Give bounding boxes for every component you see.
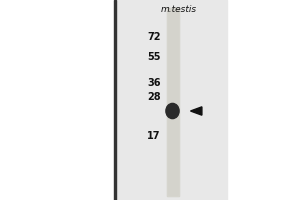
Text: m.testis: m.testis [160, 5, 196, 14]
Bar [167, 8, 178, 196]
Ellipse shape [166, 103, 179, 119]
Text: 36: 36 [147, 78, 160, 88]
Text: 28: 28 [147, 92, 160, 102]
Bar [116, 0, 226, 200]
Polygon shape [190, 107, 202, 115]
Text: 17: 17 [147, 131, 160, 141]
Text: 72: 72 [147, 32, 160, 42]
Text: 55: 55 [147, 52, 160, 62]
Bar [167, 8, 178, 196]
Bar [114, 0, 116, 200]
